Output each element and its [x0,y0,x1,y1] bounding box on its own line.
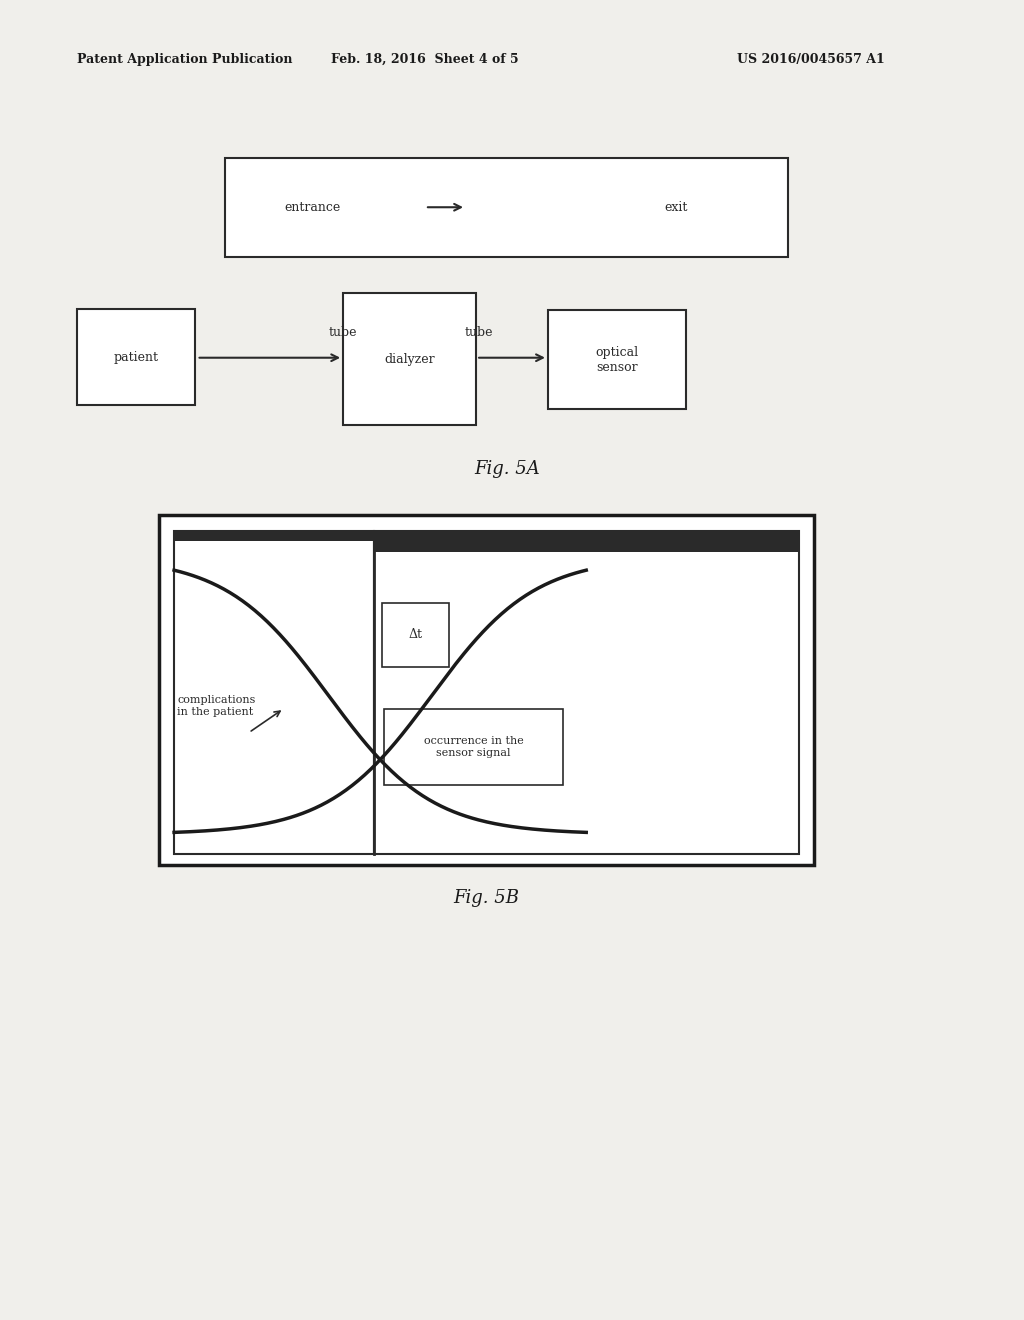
Bar [374,541,799,552]
Text: Patent Application Publication: Patent Application Publication [77,53,292,66]
Bar [174,531,799,541]
Text: Fig. 5B: Fig. 5B [454,888,519,907]
Bar [225,158,788,257]
Text: Δt: Δt [409,628,422,642]
Text: Fig. 5A: Fig. 5A [474,459,540,478]
Text: tube: tube [465,326,494,339]
Text: Feb. 18, 2016  Sheet 4 of 5: Feb. 18, 2016 Sheet 4 of 5 [331,53,519,66]
Text: complications
in the patient: complications in the patient [177,696,256,717]
Text: occurrence in the
sensor signal: occurrence in the sensor signal [424,737,523,758]
Text: dialyzer: dialyzer [384,352,435,366]
Bar [77,309,195,405]
Text: tube: tube [329,326,357,339]
Text: optical
sensor: optical sensor [595,346,639,374]
Bar [548,310,686,409]
Text: patient: patient [114,351,158,363]
Text: exit: exit [665,202,687,214]
Bar [384,709,563,785]
Bar [174,531,374,854]
Text: entrance: entrance [285,202,340,214]
Bar [343,293,476,425]
Text: US 2016/0045657 A1: US 2016/0045657 A1 [737,53,885,66]
Bar [159,515,814,865]
Bar [374,531,799,854]
Bar [382,603,449,667]
